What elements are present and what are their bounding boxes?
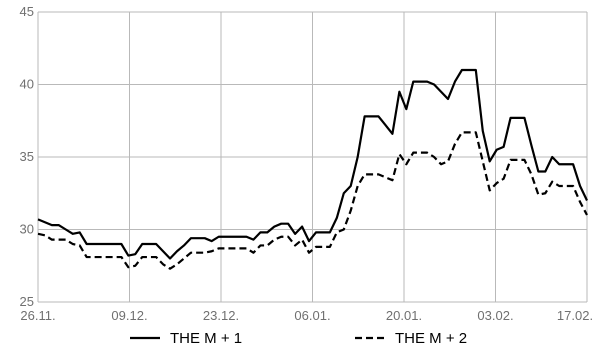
x-tick-label: 26.11. bbox=[20, 308, 55, 323]
y-tick-label: 25 bbox=[20, 294, 34, 309]
x-tick-label: 06.01. bbox=[294, 308, 330, 323]
y-axis-ticks: 25 30 35 40 45 bbox=[20, 4, 34, 309]
y-tick-label: 35 bbox=[20, 149, 34, 164]
series-line-1 bbox=[37, 68, 588, 260]
legend-label-2: THE M + 2 bbox=[395, 330, 467, 347]
series-line-2 bbox=[37, 131, 588, 270]
legend: THE M + 1 THE M + 2 bbox=[130, 330, 467, 347]
x-tick-label: 09.12. bbox=[111, 308, 147, 323]
x-tick-label: 23.12. bbox=[203, 308, 239, 323]
x-tick-label: 03.02. bbox=[477, 308, 513, 323]
y-tick-label: 30 bbox=[20, 222, 34, 237]
y-tick-label: 40 bbox=[20, 77, 34, 92]
grid bbox=[37, 11, 588, 303]
legend-label-1: THE M + 1 bbox=[170, 330, 242, 347]
series bbox=[37, 68, 588, 270]
x-tick-label: 17.02. bbox=[557, 308, 593, 323]
x-axis-ticks: 26.11. 09.12. 23.12. 06.01. 20.01. 03.02. 17.0… bbox=[20, 308, 593, 323]
x-tick-label: 20.01. bbox=[386, 308, 422, 323]
y-tick-label: 45 bbox=[20, 4, 34, 19]
